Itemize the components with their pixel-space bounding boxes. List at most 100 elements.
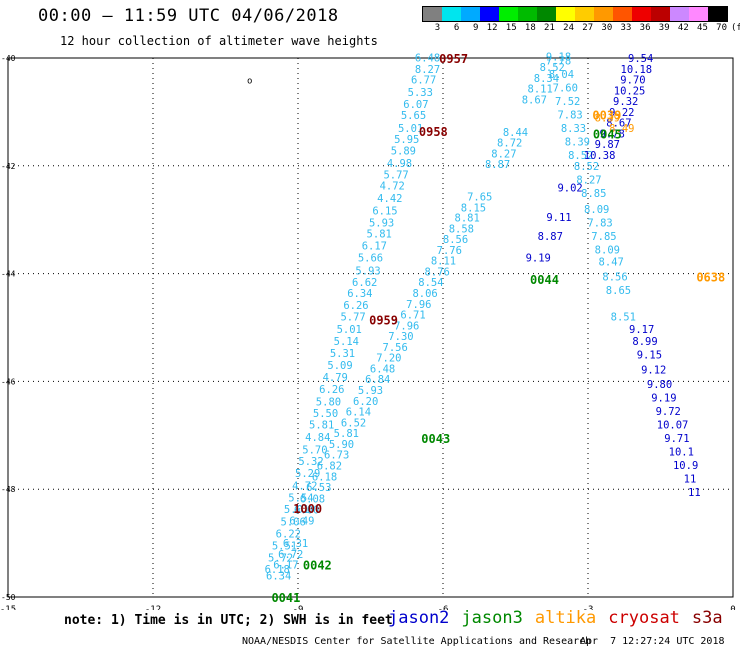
wave-height-value: 8.52 xyxy=(574,161,599,173)
wave-height-value: 5.81 xyxy=(334,428,359,440)
wave-height-value: 5.33 xyxy=(408,87,433,99)
chart-subtitle: 12 hour collection of altimeter wave hei… xyxy=(60,34,378,48)
color-scale-label: 45 xyxy=(697,23,708,33)
color-scale-label: 18 xyxy=(524,23,536,33)
satellite-legend: jason2 jason3 altika cryosat s3a xyxy=(388,608,723,628)
y-tick-label: -50 xyxy=(1,593,16,602)
wave-height-value: 5.93 xyxy=(358,385,383,397)
wave-height-value: 8.09 xyxy=(584,204,609,216)
color-swatch xyxy=(575,7,594,21)
pass-time-label: 0041 xyxy=(271,591,300,605)
wave-height-value: 6.71 xyxy=(400,310,425,322)
wave-height-value: 7.85 xyxy=(591,231,616,243)
wave-height-value: 8.65 xyxy=(606,285,631,297)
wave-height-value: 6.48 xyxy=(370,363,395,375)
wave-height-value: 5.93 xyxy=(355,265,380,277)
wave-height-value: 9.19 xyxy=(651,393,676,405)
color-scale-label: 30 xyxy=(601,23,613,33)
wave-height-value: 7.83 xyxy=(557,110,582,122)
y-tick-label: -48 xyxy=(1,485,16,494)
wave-height-value: 5.80 xyxy=(316,396,341,408)
wave-height-value: 5.32 xyxy=(298,456,323,468)
wave-height-value: 8.87 xyxy=(538,231,563,243)
color-scale-label: 42 xyxy=(677,23,689,33)
color-scale-label: 9 xyxy=(472,23,479,33)
color-swatch xyxy=(461,7,480,21)
timestamp-text: Apr 7 12:27:24 UTC 2018 xyxy=(580,636,725,647)
wave-height-value: 6.49 xyxy=(289,515,314,527)
wave-height-value: 7.65 xyxy=(467,192,492,204)
wave-height-value: 5.14 xyxy=(334,336,359,348)
wave-height-value: 6.18 xyxy=(312,471,337,483)
wave-height-value: 10.18 xyxy=(621,64,653,76)
pass-time-label: 0959 xyxy=(369,313,398,327)
wave-height-value: 6.73 xyxy=(324,450,349,462)
legend-item-altika: altika xyxy=(534,608,597,628)
wave-height-value: 7.78 xyxy=(546,56,571,68)
wave-height-value: 9.11 xyxy=(546,212,571,224)
wave-height-value: 8.87 xyxy=(485,159,510,171)
legend-item-s3a: s3a xyxy=(691,608,723,628)
wave-height-value: 5.81 xyxy=(309,420,334,432)
wave-height-value: 9.78 xyxy=(600,128,625,140)
wave-height-value: 8.27 xyxy=(576,174,601,186)
wave-height-value: 7.52 xyxy=(555,96,580,108)
wave-height-value: 8.27 xyxy=(415,64,440,76)
wave-height-value: 9.18 xyxy=(546,51,571,63)
wave-height-value: 6.26 xyxy=(343,300,368,312)
wave-height-value: 8.85 xyxy=(581,188,606,200)
color-swatch xyxy=(423,7,442,21)
wave-height-value: 4.72 xyxy=(380,181,405,193)
pass-time-label: 0044 xyxy=(530,273,559,287)
wave-height-value: 5.77 xyxy=(383,169,408,181)
x-tick-label: 0 xyxy=(730,605,735,610)
wave-height-value: 7.20 xyxy=(376,353,401,365)
wave-height-value: 11 xyxy=(688,487,701,499)
x-tick-label: -3 xyxy=(583,605,594,610)
color-scale-bar xyxy=(422,6,728,22)
color-swatch xyxy=(499,7,518,21)
wave-height-value: 6.00 xyxy=(294,505,319,517)
wave-height-value: 6.53 xyxy=(306,482,331,494)
wave-height-value: 6.62 xyxy=(352,277,377,289)
wave-height-value: 10.25 xyxy=(614,85,646,97)
wave-height-value: 6.31 xyxy=(283,538,308,550)
wave-height-value: 8.54 xyxy=(418,277,443,289)
wave-height-value: 10.9 xyxy=(673,460,698,472)
wave-height-value: 7.30 xyxy=(388,331,413,343)
wave-height-value: 7.60 xyxy=(553,83,578,95)
color-swatch xyxy=(689,7,708,21)
x-tick-label: -9 xyxy=(293,605,304,610)
wave-height-value: 8.34 xyxy=(534,73,559,85)
wave-height-value: 8.99 xyxy=(632,336,657,348)
wave-height-value: 8.58 xyxy=(449,223,474,235)
x-tick-label: -15 xyxy=(0,605,16,610)
wave-height-value: 6.26 xyxy=(319,384,344,396)
pass-time-label: 0043 xyxy=(421,432,450,446)
y-tick-label: -40 xyxy=(1,54,16,63)
wave-height-value: 9.87 xyxy=(595,139,620,151)
wave-height-value: 8.76 xyxy=(425,266,450,278)
wave-height-value: 9.15 xyxy=(637,349,662,361)
wave-height-value: 8.72 xyxy=(497,138,522,150)
wave-height-value: 6.15 xyxy=(372,206,397,218)
wave-height-value: 8.27 xyxy=(491,148,516,160)
wave-height-value: 8.56 xyxy=(602,271,627,283)
wave-height-value: 5.01 xyxy=(398,123,423,135)
wave-height-value: 8.52 xyxy=(568,150,593,162)
wave-height-value: 6.18 xyxy=(265,564,290,576)
wave-height-value: 5.09 xyxy=(327,360,352,372)
wave-height-value: 4.42 xyxy=(377,193,402,205)
wave-height-value: 6.22 xyxy=(276,528,301,540)
wave-height-value: 11 xyxy=(684,473,697,485)
wave-height-value: 6.07 xyxy=(403,99,428,111)
pass-time-label: 0957 xyxy=(439,52,468,66)
wave-height-value: 6.17 xyxy=(362,241,387,253)
wave-height-value: 10.1 xyxy=(669,446,694,458)
wave-height-value: 6.52 xyxy=(341,417,366,429)
wave-height-value: 6.48 xyxy=(415,52,440,64)
wave-height-value: 5.93 xyxy=(369,217,394,229)
color-swatch xyxy=(613,7,632,21)
wave-height-value: 8.04 xyxy=(549,69,574,81)
wave-height-value: 6.72 xyxy=(278,549,303,561)
